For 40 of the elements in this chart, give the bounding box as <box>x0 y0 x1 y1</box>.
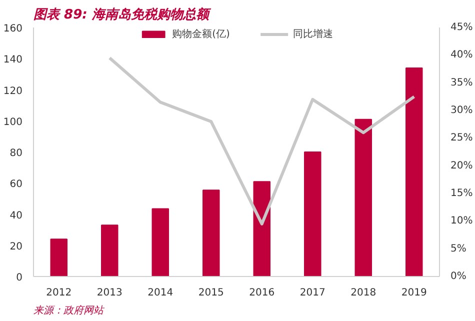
bar <box>101 224 118 276</box>
y-tick-label: 80 <box>10 148 23 159</box>
bar <box>354 118 372 276</box>
y2-tick-label: 30% <box>450 105 473 116</box>
x-tick-label: 2013 <box>96 288 122 298</box>
y2-tick-label: 35% <box>450 77 473 88</box>
y2-tick-label: 45% <box>450 22 473 33</box>
line-series <box>108 56 416 226</box>
bar <box>152 208 169 276</box>
y2-tick-label: 10% <box>450 216 473 227</box>
y-tick-label: 20 <box>10 241 23 252</box>
y-tick-label: 0 <box>16 272 23 284</box>
x-tick-label: 2014 <box>148 288 174 298</box>
y-tick-label: 120 <box>3 86 23 97</box>
bar <box>406 67 423 276</box>
y-tick-label: 140 <box>3 54 23 66</box>
y-tick-label: 40 <box>10 210 23 222</box>
y2-tick-label: 15% <box>450 188 473 199</box>
y-tick-label: 160 <box>3 24 23 34</box>
y2-tick-label: 5% <box>450 243 466 254</box>
y2-tick-label: 40% <box>450 50 473 61</box>
y-tick-label: 60 <box>10 179 23 190</box>
bar <box>304 152 322 276</box>
chart-title: 图表 89: 海南岛免税购物总额 <box>34 6 212 22</box>
y2-tick-label: 25% <box>450 132 473 144</box>
x-tick-label: 2017 <box>300 288 326 298</box>
x-tick-label: 2012 <box>46 288 72 298</box>
x-tick-label: 2016 <box>249 288 275 298</box>
legend-label: 购物金额(亿) <box>172 28 230 41</box>
bar <box>50 238 68 276</box>
y-tick-label: 100 <box>3 116 23 128</box>
y2-tick-label: 20% <box>450 160 473 172</box>
x-tick-label: 2015 <box>198 288 224 298</box>
y2-tick-label: 0% <box>450 271 466 282</box>
bar <box>202 190 220 276</box>
bar <box>253 181 270 276</box>
legend-label: 同比增速 <box>292 28 333 41</box>
x-tick-label: 2018 <box>350 288 376 298</box>
x-tick-label: 2019 <box>401 288 427 298</box>
source-note: 来源：政府网站 <box>34 304 106 316</box>
